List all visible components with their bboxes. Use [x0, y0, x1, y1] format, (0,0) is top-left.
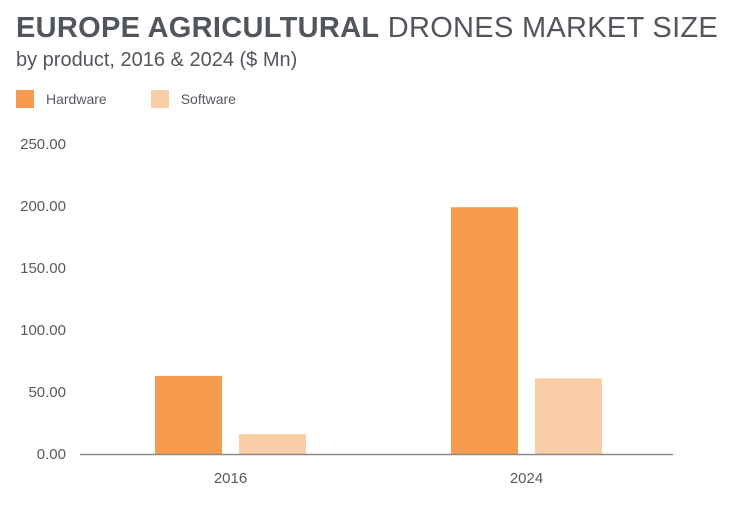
bar-software-2016: [239, 434, 306, 454]
chart-title: EUROPE AGRICULTURAL DRONES MARKET SIZE: [16, 12, 718, 45]
chart-subtitle: by product, 2016 & 2024 ($ Mn): [16, 49, 298, 71]
legend-label-hardware: Hardware: [46, 91, 107, 107]
legend-item-software: Software: [150, 90, 236, 108]
x-tick-label: 2016: [214, 470, 247, 487]
legend-swatch-hardware: [16, 90, 34, 108]
title-rest: DRONES MARKET SIZE: [387, 12, 719, 44]
y-tick-label: 150.00: [20, 260, 66, 277]
y-tick-label: 0.00: [37, 446, 66, 463]
bar-hardware-2024: [451, 207, 518, 454]
legend-swatch-software: [150, 90, 169, 108]
y-tick-label: 200.00: [20, 198, 66, 215]
legend-item-hardware: Hardware: [16, 90, 107, 108]
x-tick-label: 2024: [510, 470, 543, 487]
title-bold: EUROPE AGRICULTURAL: [16, 12, 380, 44]
y-tick-label: 50.00: [28, 384, 66, 401]
bar-software-2024: [535, 378, 602, 454]
y-tick-label: 100.00: [20, 322, 66, 339]
legend-label-software: Software: [180, 91, 236, 107]
bar-hardware-2016: [155, 375, 222, 454]
legend: Hardware Software: [16, 90, 280, 108]
y-tick-label: 250.00: [20, 136, 66, 153]
